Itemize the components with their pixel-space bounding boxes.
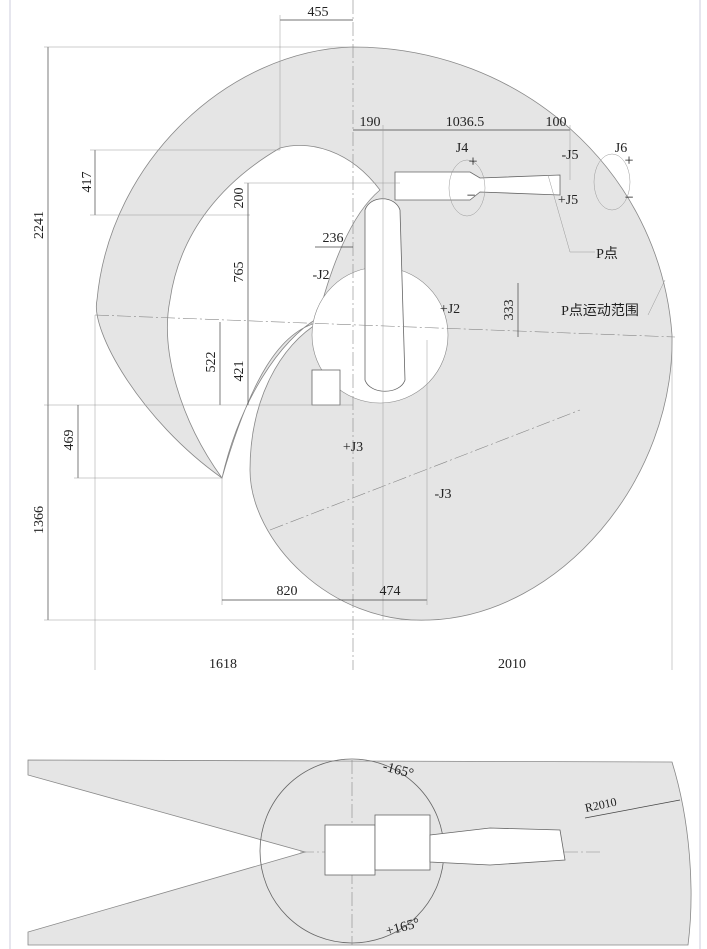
p-point-label: P点 xyxy=(596,246,618,262)
dimension-label: 333 xyxy=(502,300,517,321)
dimension-label: 190 xyxy=(360,115,381,130)
top-shoulder xyxy=(375,815,430,870)
dimension-label: 820 xyxy=(277,584,298,599)
dimension-label: 1036.5 xyxy=(446,115,485,130)
joint-label: +J5 xyxy=(558,193,578,208)
p-range-label: P点运动范围 xyxy=(561,302,639,319)
dimension-label: 200 xyxy=(232,188,247,209)
dimension-label: 474 xyxy=(380,584,401,599)
dimension-label: 765 xyxy=(232,262,247,283)
robot-base xyxy=(312,370,340,405)
dimension-label: 469 xyxy=(62,430,77,451)
dimension-label: 1366 xyxy=(32,506,47,534)
dimension-label: 417 xyxy=(80,172,95,193)
direction-sign: − xyxy=(466,188,475,205)
robot-arm xyxy=(365,199,405,392)
joint-label: +J2 xyxy=(440,302,460,317)
direction-sign: + xyxy=(468,154,477,171)
top-base xyxy=(325,825,375,875)
dimension-label: 1618 xyxy=(209,657,237,672)
dimension-label: 2241 xyxy=(32,211,47,239)
top-forearm xyxy=(430,828,565,865)
dimension-label: 455 xyxy=(308,5,329,20)
dimension-label: 100 xyxy=(546,115,567,130)
dimension-label: 421 xyxy=(232,361,247,382)
joint-label: J4 xyxy=(456,141,468,156)
dimension-label: 2010 xyxy=(498,657,526,672)
dimension-label: 522 xyxy=(204,352,219,373)
direction-sign: + xyxy=(624,153,633,170)
drawing: 455 190 1036.5 100 417 200 2241 236 765 333 522 421… xyxy=(0,0,707,949)
joint-label: +J3 xyxy=(343,440,363,455)
dimension-label: 236 xyxy=(323,231,344,246)
direction-sign: − xyxy=(624,190,633,207)
joint-label: -J2 xyxy=(312,268,329,283)
joint-label: -J5 xyxy=(561,148,578,163)
joint-label: -J3 xyxy=(434,487,451,502)
